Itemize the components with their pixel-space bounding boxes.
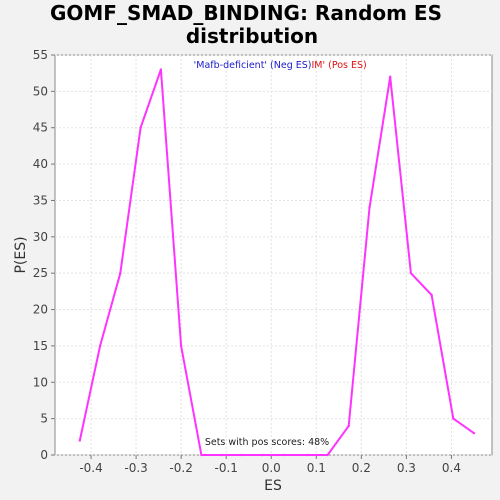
es-data-point	[261, 453, 264, 457]
legend-neg-label: 'Mafb-deficient' (Neg ES)	[194, 60, 312, 71]
x-tick-label: -0.4	[79, 461, 102, 475]
x-tick-label: 0.4	[442, 461, 461, 475]
chart-title-line2: distribution	[186, 24, 318, 48]
es-data-point	[240, 453, 244, 457]
es-data-point	[388, 75, 392, 79]
es-data-point	[368, 206, 371, 209]
chart-title-line1: GOMF_SMAD_BINDING: Random ES	[50, 1, 442, 25]
y-tick-label: 20	[33, 303, 48, 317]
x-tick-label: 0.3	[397, 461, 416, 475]
series-group	[78, 68, 476, 457]
y-tick-label: 40	[33, 157, 48, 171]
y-tick-label: 10	[33, 375, 48, 389]
y-tick-label: 30	[33, 230, 48, 244]
es-data-point	[347, 424, 350, 428]
x-axis-label: ES	[264, 478, 282, 494]
y-axis-ticks: 0 5 10 15 20 25 30 35 40 45 50 55	[33, 48, 55, 462]
es-data-point	[78, 439, 81, 442]
x-tick-label: 0.1	[307, 461, 326, 475]
x-tick-label: -0.2	[169, 461, 192, 475]
es-data-point	[283, 453, 286, 457]
y-tick-label: 50	[33, 84, 48, 98]
y-tick-label: 5	[40, 412, 48, 426]
es-data-point	[306, 453, 309, 457]
es-data-point	[452, 417, 455, 420]
es-data-point	[409, 271, 413, 275]
es-data-point	[472, 431, 476, 435]
es-data-point	[159, 68, 163, 71]
y-tick-label: 0	[40, 448, 48, 462]
es-data-point	[200, 453, 203, 457]
grid-lines	[55, 54, 492, 456]
x-tick-label: -0.1	[214, 461, 237, 475]
x-axis-ticks: -0.4 -0.3 -0.2 -0.1 0.0 0.1 0.2 0.3 0.4	[79, 455, 461, 475]
legend-pos-label: IM' (Pos ES)	[312, 60, 367, 71]
y-tick-label: 25	[33, 266, 48, 280]
y-tick-label: 15	[33, 339, 48, 353]
es-data-point	[179, 344, 183, 348]
es-data-point	[119, 271, 122, 275]
plot-area	[54, 54, 493, 456]
pos-scores-annotation: Sets with pos scores: 48%	[205, 437, 329, 448]
y-tick-label: 55	[33, 48, 48, 62]
x-tick-label: 0.2	[352, 461, 371, 475]
es-data-point	[98, 344, 102, 348]
es-data-point	[220, 453, 223, 457]
es-series-line	[78, 68, 475, 456]
es-data-point	[326, 453, 329, 457]
es-data-point	[139, 126, 142, 129]
y-tick-label: 45	[33, 121, 48, 135]
y-axis-label: P(ES)	[13, 236, 29, 273]
es-data-point	[430, 293, 433, 297]
y-tick-label: 35	[33, 193, 48, 207]
x-tick-label: -0.3	[124, 461, 147, 475]
x-tick-label: 0.0	[262, 461, 281, 475]
